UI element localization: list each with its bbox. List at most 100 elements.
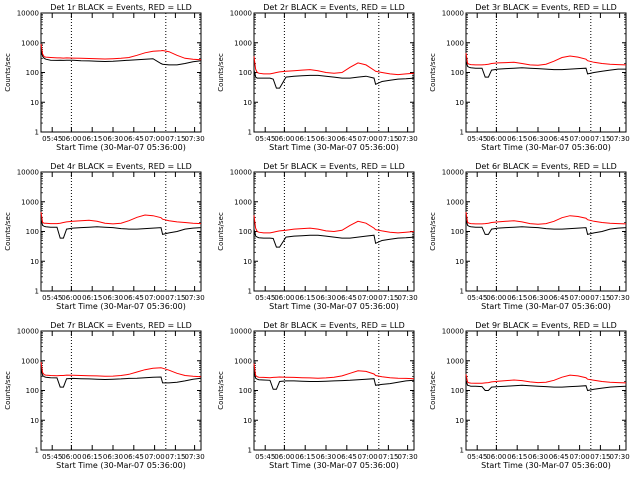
panel-det-2: Det 2r BLACK = Events, RED = LLD 1 10 100 10… [217,3,418,152]
x-tick-label: 07:00 [570,294,590,302]
x-tick-label: 06:45 [124,294,144,302]
panel-title: Det 1r BLACK = Events, RED = LLD [50,3,192,12]
y-tick-label: 1 [35,288,39,296]
panel-title: Det 5r BLACK = Events, RED = LLD [263,162,405,171]
x-tick-label: 06:15 [295,453,315,461]
panel-det-4: Det 4r BLACK = Events, RED = LLD 1 10 100 10… [4,162,205,311]
series-line-lld [40,212,202,225]
y-tick-label: 10000 [442,328,464,336]
y-tick-label: 1000 [21,357,39,365]
x-tick-label: 07:30 [398,294,418,302]
y-tick-label: 100 [26,69,39,77]
panel-det-8: Det 8r BLACK = Events, RED = LLD 1 10 100 10… [217,321,418,470]
series-line-lld [465,374,627,384]
y-axis-label: Counts/sec [4,53,12,92]
x-tick-label: 06:30 [103,294,123,302]
x-tick-label: 07:15 [378,453,398,461]
x-tick-label: 06:00 [61,135,81,143]
series-line-lld [253,363,415,380]
y-axis-label: Counts/sec [429,371,437,410]
y-tick-label: 100 [451,387,464,395]
y-tick-label: 10000 [442,10,464,18]
x-tick-label: 07:15 [165,294,185,302]
x-tick-label: 06:00 [486,135,506,143]
panel-title: Det 2r BLACK = Events, RED = LLD [263,3,405,12]
x-tick-label: 06:15 [507,135,527,143]
x-tick-label: 06:30 [316,453,336,461]
panel-det-9: Det 9r BLACK = Events, RED = LLD 1 10 100 10… [429,321,630,470]
y-tick-label: 1 [460,447,464,455]
x-tick-label: 06:30 [528,135,548,143]
y-tick-label: 10000 [17,169,39,177]
x-tick-label: 07:30 [610,135,630,143]
panel-title: Det 9r BLACK = Events, RED = LLD [475,321,617,330]
x-axis-label: Start Time (30-Mar-07 05:36:00) [56,143,186,152]
x-tick-label: 07:30 [610,294,630,302]
x-tick-label: 06:00 [274,294,294,302]
x-tick-label: 06:30 [316,294,336,302]
x-tick-label: 06:45 [337,453,357,461]
y-tick-label: 100 [26,387,39,395]
y-tick-label: 1 [460,288,464,296]
y-tick-label: 100 [239,69,252,77]
y-tick-label: 100 [451,69,464,77]
x-tick-label: 06:00 [274,135,294,143]
y-tick-label: 1 [35,129,39,137]
y-tick-label: 1000 [234,357,252,365]
series-line-lld [40,44,202,61]
y-tick-label: 10000 [230,10,252,18]
x-tick-label: 06:30 [103,453,123,461]
series-line-lld [465,212,627,225]
x-tick-label: 07:15 [378,135,398,143]
x-tick-label: 06:00 [486,453,506,461]
x-axis-label: Start Time (30-Mar-07 05:36:00) [269,143,399,152]
panel-title: Det 3r BLACK = Events, RED = LLD [475,3,617,12]
x-axis-label: Start Time (30-Mar-07 05:36:00) [56,302,186,311]
y-tick-label: 1000 [234,39,252,47]
x-axis-label: Start Time (30-Mar-07 05:36:00) [481,302,611,311]
x-tick-label: 07:15 [165,453,185,461]
y-tick-label: 1000 [21,198,39,206]
x-tick-label: 06:15 [82,453,102,461]
x-tick-label: 05:45 [255,294,275,302]
x-tick-label: 07:15 [165,135,185,143]
x-axis-label: Start Time (30-Mar-07 05:36:00) [481,143,611,152]
x-tick-label: 06:15 [82,135,102,143]
y-tick-label: 1 [248,447,252,455]
y-tick-label: 10 [243,258,252,266]
x-tick-label: 05:45 [255,135,275,143]
x-tick-label: 07:30 [398,135,418,143]
x-tick-label: 06:30 [103,135,123,143]
series-line-lld [40,362,202,378]
x-tick-label: 07:00 [145,294,165,302]
series-line-events [253,69,415,89]
y-tick-label: 10 [30,258,39,266]
x-tick-label: 05:45 [467,294,487,302]
y-tick-label: 1000 [234,198,252,206]
plot-frame [253,330,415,451]
y-tick-label: 1 [460,129,464,137]
y-tick-label: 1 [248,288,252,296]
x-tick-label: 06:00 [61,294,81,302]
x-tick-label: 05:45 [467,135,487,143]
x-tick-label: 06:45 [337,294,357,302]
y-axis-label: Counts/sec [217,53,225,92]
y-axis-label: Counts/sec [217,212,225,251]
y-tick-label: 10 [455,258,464,266]
series-line-lld [253,215,415,234]
panel-title: Det 8r BLACK = Events, RED = LLD [263,321,405,330]
y-tick-label: 1000 [446,357,464,365]
y-tick-label: 10 [30,99,39,107]
x-tick-label: 06:30 [316,135,336,143]
series-line-events [40,219,202,239]
x-axis-label: Start Time (30-Mar-07 05:36:00) [269,302,399,311]
series-line-lld [253,56,415,76]
y-axis-label: Counts/sec [429,212,437,251]
y-axis-label: Counts/sec [4,212,12,251]
panel-title: Det 6r BLACK = Events, RED = LLD [475,162,617,171]
y-axis-label: Counts/sec [4,371,12,410]
x-tick-label: 06:45 [549,453,569,461]
x-tick-label: 06:15 [507,294,527,302]
x-tick-label: 07:00 [145,453,165,461]
panel-det-6: Det 6r BLACK = Events, RED = LLD 1 10 100 10… [429,162,630,311]
